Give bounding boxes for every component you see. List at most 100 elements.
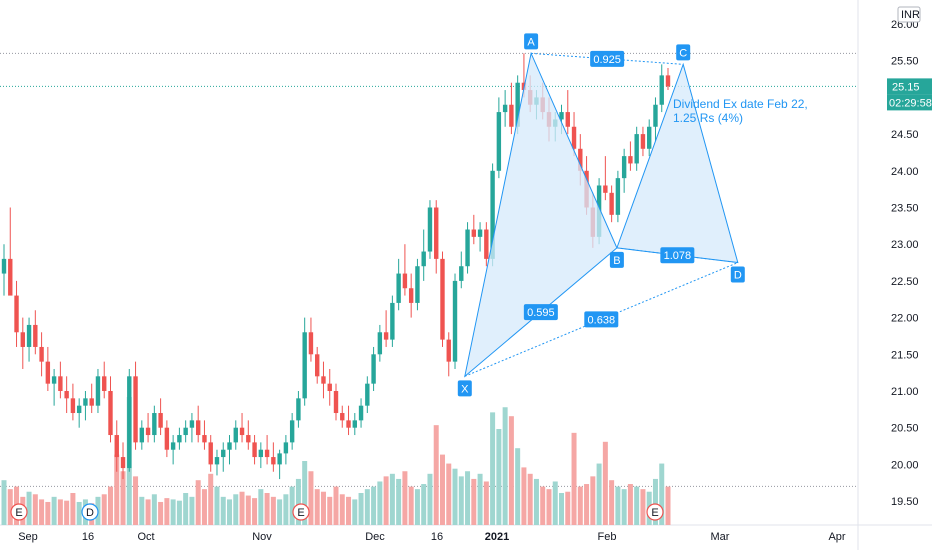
pattern-ratio-badge xyxy=(590,50,625,67)
pattern-point-label: A xyxy=(527,36,535,48)
volume-bar xyxy=(352,499,358,525)
y-tick-label: 23.00 xyxy=(891,239,919,251)
volume-bar xyxy=(414,489,420,525)
volume-bar xyxy=(483,481,489,525)
candle-body xyxy=(289,420,295,443)
volume-bar xyxy=(101,494,107,525)
volume-bar xyxy=(245,495,251,525)
volume-bar xyxy=(433,425,439,525)
volume-bar xyxy=(652,478,658,525)
event-marker[interactable] xyxy=(10,503,28,521)
candle-body xyxy=(308,332,314,355)
currency-box xyxy=(897,6,921,23)
candle-body xyxy=(76,405,82,414)
event-marker-label: D xyxy=(86,507,94,519)
x-tick-label: Sep xyxy=(18,531,38,543)
volume-bar xyxy=(289,486,295,525)
volume-bar xyxy=(314,489,320,525)
volume-bar xyxy=(389,473,395,525)
volume-bar xyxy=(51,496,57,525)
candle-body xyxy=(603,185,608,193)
y-tick-label: 20.50 xyxy=(891,423,919,435)
candle-body xyxy=(64,391,69,399)
volume-bar xyxy=(339,494,345,525)
candle-body xyxy=(315,354,320,377)
candle-body xyxy=(8,258,13,296)
dividend-annotation: 1.25 Rs (4%) xyxy=(673,111,743,125)
candle-body xyxy=(102,376,107,391)
volume-bar xyxy=(465,471,471,525)
y-tick-label: 24.50 xyxy=(891,129,919,141)
volume-bar xyxy=(590,476,596,525)
y-tick-label: 22.50 xyxy=(891,276,919,288)
volume-bar xyxy=(496,429,502,525)
candle-body xyxy=(484,229,489,259)
volume-bar xyxy=(559,493,565,525)
volume-bar xyxy=(577,486,583,525)
candle-body xyxy=(358,405,364,421)
volume-bar xyxy=(183,493,189,525)
last-price-label: 25.15 xyxy=(892,81,920,93)
candle-body xyxy=(647,126,652,149)
event-marker[interactable] xyxy=(646,503,664,521)
event-marker[interactable] xyxy=(81,503,99,521)
y-tick-label: 20.00 xyxy=(891,459,919,471)
candle-body xyxy=(459,266,464,281)
countdown-label: 02:29:58 xyxy=(889,97,932,109)
event-marker-label: E xyxy=(15,507,22,519)
candle-body xyxy=(515,82,520,127)
volume-bar xyxy=(214,486,220,525)
candle-body xyxy=(1,258,7,274)
volume-bar xyxy=(220,496,226,525)
candle-body xyxy=(26,324,32,347)
volume-bar xyxy=(7,489,13,525)
volume-bar xyxy=(189,496,195,525)
candle-body xyxy=(202,435,207,443)
y-tick-label: 21.00 xyxy=(891,386,919,398)
candle-body xyxy=(133,376,138,443)
volume-bar xyxy=(508,416,514,525)
candle-body xyxy=(296,398,301,421)
volume-bar xyxy=(458,476,464,525)
candle-body xyxy=(502,104,508,113)
candle-body xyxy=(246,435,251,443)
pattern-ratio-label: 0.638 xyxy=(588,314,616,326)
candle-body xyxy=(440,258,445,340)
candle-body xyxy=(615,178,621,215)
candle-body xyxy=(158,413,163,428)
volume-bar xyxy=(107,486,113,525)
candle-body xyxy=(183,427,188,436)
volume-bar xyxy=(170,499,176,525)
candle-body xyxy=(408,288,414,303)
volume-bar xyxy=(1,480,7,525)
y-tick-label: 21.50 xyxy=(891,349,919,361)
volume-bar xyxy=(114,454,120,525)
candle-body xyxy=(239,427,245,436)
candle-body xyxy=(20,332,25,347)
candle-body xyxy=(471,229,477,237)
volume-bar xyxy=(295,478,301,525)
volume-bar xyxy=(239,491,245,525)
pattern-ratio-badge xyxy=(523,304,558,321)
x-tick-label: 16 xyxy=(82,531,94,543)
candle-body xyxy=(170,442,176,450)
volume-bar xyxy=(308,471,314,525)
x-tick-label: Mar xyxy=(711,531,730,543)
candle-body xyxy=(640,134,646,149)
candle-body xyxy=(452,280,458,362)
x-tick-label: Nov xyxy=(252,531,272,543)
volume-bar xyxy=(427,473,433,525)
x-tick-label: Oct xyxy=(137,531,154,543)
volume-bar xyxy=(627,484,633,525)
candle-body xyxy=(58,376,63,391)
volume-bar xyxy=(371,486,377,525)
volume-bar xyxy=(346,496,352,525)
volume-bar xyxy=(383,476,389,525)
currency-label: INR xyxy=(901,9,920,21)
volume-bar xyxy=(571,432,577,525)
pattern-point-label: B xyxy=(613,255,620,267)
candle-body xyxy=(402,273,408,289)
x-tick-label: Apr xyxy=(828,531,845,543)
event-marker[interactable] xyxy=(292,503,310,521)
